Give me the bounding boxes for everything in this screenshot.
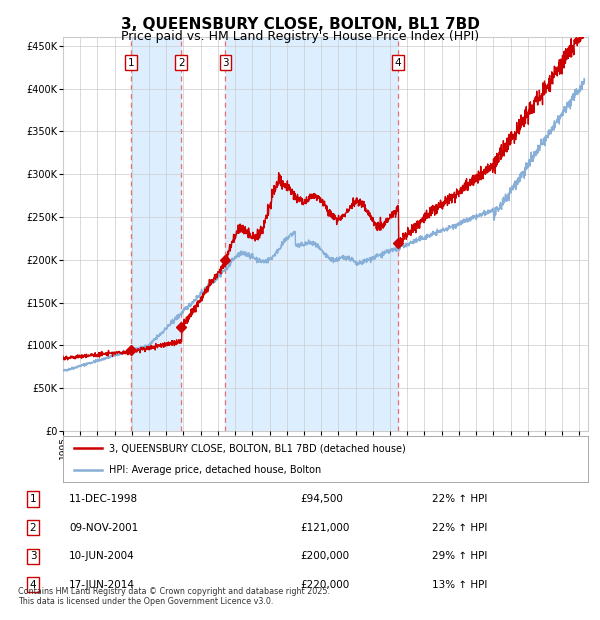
Bar: [226, 37, 398, 431]
Text: £200,000: £200,000: [300, 551, 349, 561]
Text: 22% ↑ HPI: 22% ↑ HPI: [432, 494, 487, 504]
Text: 3, QUEENSBURY CLOSE, BOLTON, BL1 7BD (detached house): 3, QUEENSBURY CLOSE, BOLTON, BL1 7BD (de…: [109, 443, 406, 453]
Text: 13% ↑ HPI: 13% ↑ HPI: [432, 580, 487, 590]
Text: 2: 2: [178, 58, 184, 68]
Text: 11-DEC-1998: 11-DEC-1998: [69, 494, 138, 504]
Text: 10-JUN-2004: 10-JUN-2004: [69, 551, 135, 561]
Text: HPI: Average price, detached house, Bolton: HPI: Average price, detached house, Bolt…: [109, 465, 322, 475]
Text: 09-NOV-2001: 09-NOV-2001: [69, 523, 138, 533]
Text: 22% ↑ HPI: 22% ↑ HPI: [432, 523, 487, 533]
Text: 4: 4: [29, 580, 37, 590]
Text: 3, QUEENSBURY CLOSE, BOLTON, BL1 7BD: 3, QUEENSBURY CLOSE, BOLTON, BL1 7BD: [121, 17, 479, 32]
Text: 2: 2: [29, 523, 37, 533]
Text: £94,500: £94,500: [300, 494, 343, 504]
Text: 3: 3: [222, 58, 229, 68]
Bar: [131, 37, 181, 431]
Text: Price paid vs. HM Land Registry's House Price Index (HPI): Price paid vs. HM Land Registry's House …: [121, 30, 479, 43]
Text: 1: 1: [128, 58, 134, 68]
Text: 4: 4: [395, 58, 401, 68]
Text: 1: 1: [29, 494, 37, 504]
Text: 3: 3: [29, 551, 37, 561]
Text: Contains HM Land Registry data © Crown copyright and database right 2025.
This d: Contains HM Land Registry data © Crown c…: [18, 587, 330, 606]
Text: £220,000: £220,000: [300, 580, 349, 590]
Text: 17-JUN-2014: 17-JUN-2014: [69, 580, 135, 590]
Text: 29% ↑ HPI: 29% ↑ HPI: [432, 551, 487, 561]
Text: £121,000: £121,000: [300, 523, 349, 533]
